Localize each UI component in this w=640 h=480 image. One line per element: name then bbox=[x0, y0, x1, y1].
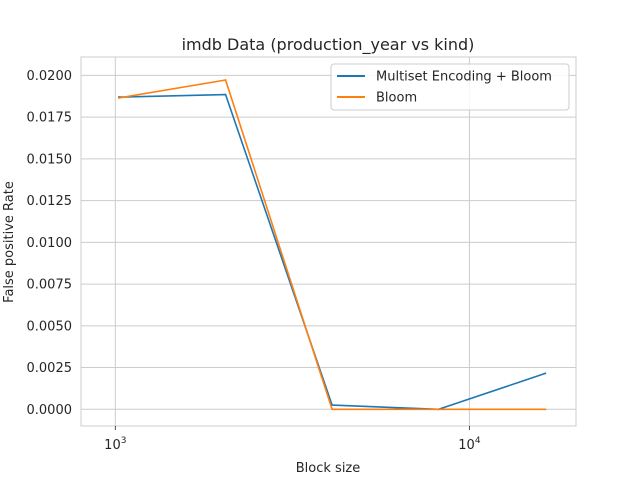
data-point-bloom bbox=[544, 408, 547, 411]
legend-label-multiset-encoding-bloom: Multiset Encoding + Bloom bbox=[376, 70, 552, 85]
legend: Multiset Encoding + Bloom Bloom bbox=[330, 63, 570, 111]
y-tick-label: 0.0000 bbox=[27, 403, 73, 418]
legend-box bbox=[330, 63, 570, 111]
chart-title: imdb Data (production_year vs kind) bbox=[182, 35, 475, 55]
y-tick-label: 0.0175 bbox=[27, 111, 73, 126]
y-tick-label: 0.0075 bbox=[27, 278, 73, 293]
data-point-multiset-encoding-bloom bbox=[224, 93, 227, 96]
y-tick-label: 0.0125 bbox=[27, 194, 73, 209]
x-axis-label: Block size bbox=[296, 461, 361, 476]
x-tick-label: 103 bbox=[104, 436, 126, 453]
y-tick-label: 0.0150 bbox=[27, 152, 73, 167]
data-point-multiset-encoding-bloom bbox=[544, 372, 547, 375]
x-axis-ticks: 103 104 bbox=[104, 426, 481, 453]
data-point-bloom bbox=[331, 408, 334, 411]
plot-area-background bbox=[81, 57, 576, 426]
grid-lines bbox=[81, 57, 576, 426]
data-point-bloom bbox=[224, 79, 227, 81]
series-lines bbox=[118, 79, 547, 411]
legend-label-bloom: Bloom bbox=[376, 91, 417, 106]
data-point-bloom bbox=[118, 97, 120, 99]
y-tick-label: 0.0200 bbox=[27, 69, 73, 84]
y-tick-label: 0.0025 bbox=[27, 361, 73, 376]
y-axis-ticks: 0.0000 0.0025 0.0050 0.0075 0.0100 0.0125 0.01… bbox=[27, 69, 73, 418]
y-tick-label: 0.0050 bbox=[27, 319, 73, 334]
x-tick-label: 104 bbox=[458, 436, 481, 453]
y-axis-label: False positive Rate bbox=[2, 181, 17, 303]
y-tick-label: 0.0100 bbox=[27, 236, 73, 251]
plot-area-border bbox=[80, 56, 577, 427]
data-point-bloom bbox=[437, 408, 440, 411]
